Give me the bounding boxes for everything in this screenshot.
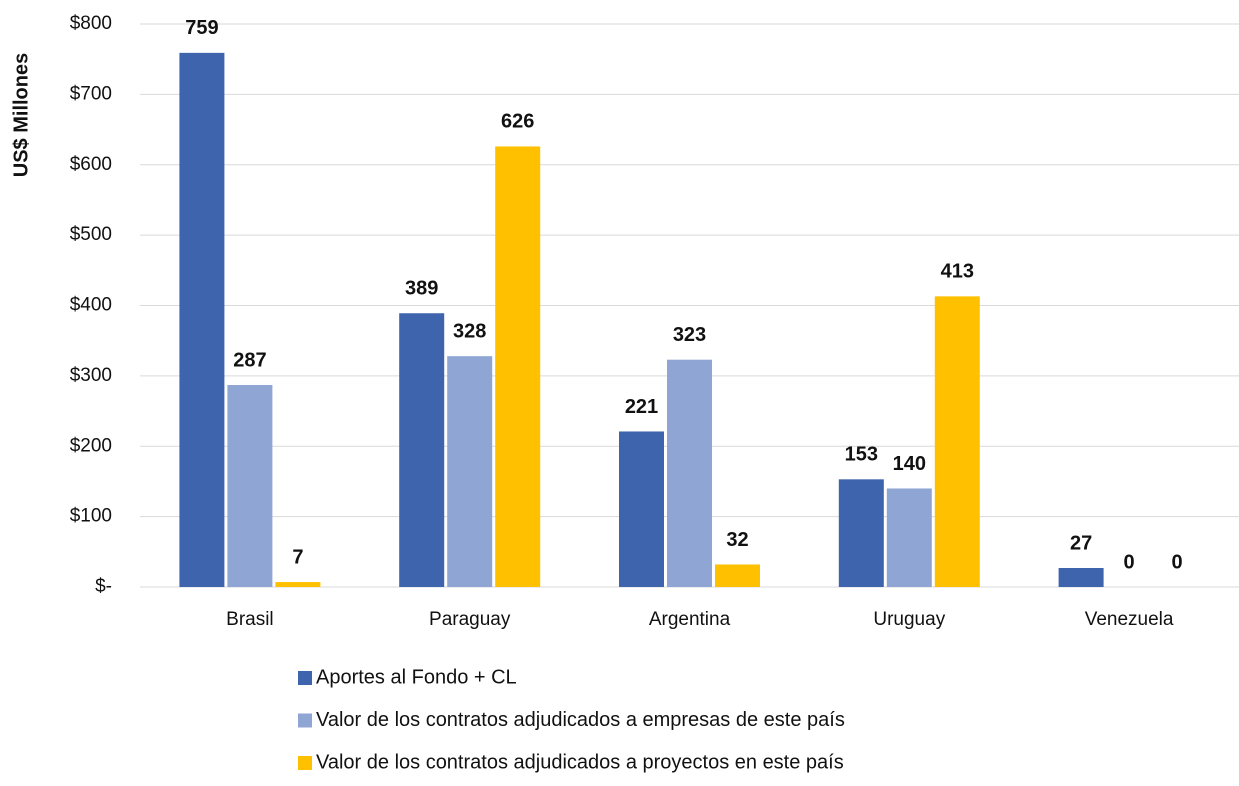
legend-label: Aportes al Fondo + CL: [316, 666, 517, 688]
bar: [495, 146, 541, 587]
x-tick-label: Venezuela: [1085, 609, 1174, 630]
bar: [667, 359, 712, 587]
bar: [886, 488, 932, 587]
data-label: 140: [893, 453, 926, 475]
bar: [838, 479, 884, 587]
y-tick-label: $400: [70, 295, 112, 316]
legend-swatch: [298, 756, 312, 770]
legend-label: Valor de los contratos adjudicados a pro…: [316, 751, 844, 773]
data-label: 323: [673, 324, 706, 346]
data-label: 389: [405, 278, 438, 300]
data-label: 0: [1124, 551, 1135, 573]
bar: [399, 313, 445, 587]
y-tick-label: $100: [70, 506, 112, 527]
data-label: 221: [625, 396, 658, 418]
data-label: 626: [501, 111, 534, 133]
data-label: 287: [233, 349, 266, 371]
x-tick-label: Uruguay: [873, 609, 945, 630]
legend-swatch: [298, 713, 312, 728]
bar: [227, 385, 273, 587]
data-label: 413: [941, 261, 974, 283]
data-label: 153: [845, 444, 878, 466]
y-tick-label: $800: [70, 13, 112, 34]
x-tick-label: Brasil: [226, 609, 274, 630]
y-tick-label: $300: [70, 365, 112, 386]
data-label: 27: [1070, 532, 1092, 554]
data-label: 7: [292, 546, 303, 568]
data-label: 32: [726, 529, 748, 551]
data-label: 328: [453, 320, 486, 342]
y-tick-label: $500: [70, 224, 112, 245]
data-label: 0: [1172, 551, 1183, 573]
bar: [934, 296, 980, 587]
legend-label: Valor de los contratos adjudicados a emp…: [316, 709, 845, 731]
bar: [1058, 567, 1104, 587]
x-tick-label: Paraguay: [429, 609, 511, 630]
y-tick-label: $-: [95, 576, 112, 597]
x-tick-label: Argentina: [649, 609, 731, 630]
bar: [715, 564, 760, 587]
bar: [619, 431, 664, 587]
bar: [179, 52, 225, 587]
data-label: 759: [185, 17, 218, 39]
y-tick-label: $600: [70, 154, 112, 175]
bar: [275, 582, 321, 587]
y-tick-label: $200: [70, 435, 112, 456]
bar: [447, 356, 493, 587]
legend-swatch: [298, 671, 312, 685]
y-tick-label: $700: [70, 83, 112, 104]
y-axis-title: US$ Millones: [10, 53, 32, 177]
